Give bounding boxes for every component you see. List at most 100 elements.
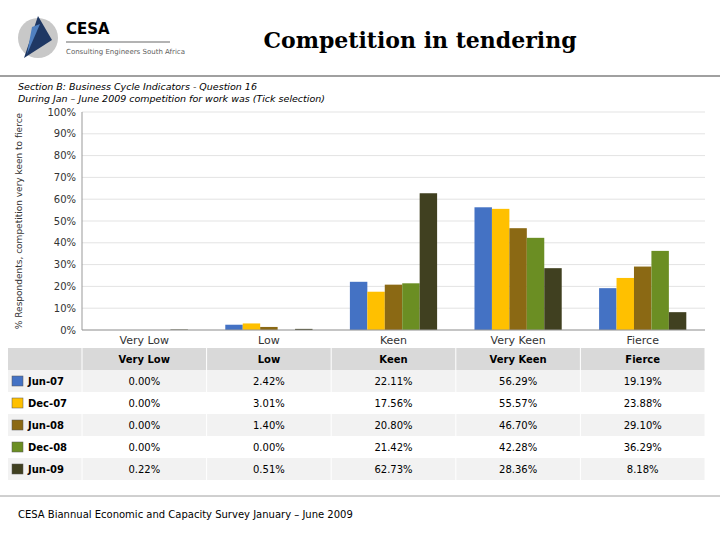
legend-swatch xyxy=(12,398,23,408)
bar xyxy=(474,207,491,330)
data-table: Very LowLowKeenVery KeenFierceJun-070.00… xyxy=(8,348,705,480)
bar xyxy=(367,292,384,330)
bar xyxy=(544,268,561,330)
table-value: 21.42% xyxy=(374,442,412,453)
table-value: 29.10% xyxy=(624,420,662,431)
y-tick-label: 10% xyxy=(54,303,76,314)
table-value: 1.40% xyxy=(253,420,285,431)
logo-text: CESA xyxy=(66,20,110,38)
y-tick-label: 0% xyxy=(60,325,76,336)
table-row xyxy=(8,392,705,414)
table-divider xyxy=(580,348,581,480)
table-row xyxy=(8,436,705,458)
bar xyxy=(225,325,242,330)
table-value: 62.73% xyxy=(374,464,412,475)
table-header-label: Fierce xyxy=(625,354,660,365)
legend-label: Dec-08 xyxy=(28,442,67,453)
bars xyxy=(170,193,686,330)
legend-label: Dec-07 xyxy=(28,398,67,409)
table-value: 2.42% xyxy=(253,376,285,387)
logo-subtext: Consulting Engineers South Africa xyxy=(66,48,185,56)
table-value: 42.28% xyxy=(499,442,537,453)
y-axis xyxy=(82,112,83,330)
x-tick-label: Keen xyxy=(380,334,407,347)
y-tick-label: 30% xyxy=(54,259,76,270)
table-divider xyxy=(705,348,706,480)
table-value: 46.70% xyxy=(499,420,537,431)
logo-shape xyxy=(27,24,40,54)
y-tick-label: 60% xyxy=(54,194,76,205)
footer-rule xyxy=(0,496,720,497)
logo: CESA Consulting Engineers South Africa xyxy=(18,16,185,58)
bar xyxy=(527,238,544,330)
table-header-label: Low xyxy=(258,354,280,365)
table-value: 20.80% xyxy=(374,420,412,431)
title: Competition in tendering xyxy=(263,27,576,53)
legend-swatch xyxy=(12,420,23,430)
y-tick-label: 70% xyxy=(54,172,76,183)
legend-label: Jun-08 xyxy=(27,420,64,431)
bar xyxy=(402,283,419,330)
grid-line xyxy=(82,221,705,222)
grid-line xyxy=(82,112,705,113)
table-value: 0.00% xyxy=(128,420,160,431)
table-value: 0.00% xyxy=(128,376,160,387)
footer: CESA Biannual Economic and Capacity Surv… xyxy=(18,509,353,520)
logo-rule xyxy=(66,42,170,43)
bar xyxy=(651,251,668,330)
table-divider xyxy=(82,348,83,480)
y-tick-label: 20% xyxy=(54,281,76,292)
bar xyxy=(617,278,634,330)
x-tick-label: Low xyxy=(258,334,280,347)
table-divider xyxy=(331,348,332,480)
legend-label: Jun-09 xyxy=(27,464,64,475)
grid-line xyxy=(82,133,705,134)
table-value: 36.29% xyxy=(624,442,662,453)
legend-swatch xyxy=(12,442,23,452)
table-row xyxy=(8,458,705,480)
table-header-label: Very Low xyxy=(119,354,170,365)
table-header-label: Keen xyxy=(379,354,407,365)
grid-line xyxy=(82,330,705,331)
y-tick-label: 40% xyxy=(54,237,76,248)
legend-swatch xyxy=(12,376,23,386)
table-value: 17.56% xyxy=(374,398,412,409)
subtitle: Section B: Business Cycle Indicators - Q… xyxy=(18,81,257,92)
y-axis-label: % Respondents, competition very keen to … xyxy=(14,112,24,329)
table-value: 22.11% xyxy=(374,376,412,387)
header-rule xyxy=(0,75,720,77)
table-divider xyxy=(455,348,456,480)
table-value: 23.88% xyxy=(624,398,662,409)
grid-line xyxy=(82,199,705,200)
y-tick-label: 100% xyxy=(47,107,76,118)
table-row xyxy=(8,370,705,392)
table-value: 0.00% xyxy=(253,442,285,453)
bar xyxy=(350,282,367,330)
logo-shape xyxy=(24,16,52,58)
table-value: 55.57% xyxy=(499,398,537,409)
table-value: 0.51% xyxy=(253,464,285,475)
subtitle: During Jan – June 2009 competition for w… xyxy=(18,93,325,104)
table-divider xyxy=(206,348,207,480)
grid xyxy=(82,112,705,330)
legend-label: Jun-07 xyxy=(27,376,64,387)
table-value: 0.00% xyxy=(128,398,160,409)
y-tick-label: 90% xyxy=(54,128,76,139)
bar xyxy=(420,193,437,330)
x-tick-label: Very Low xyxy=(119,334,169,347)
table-value: 19.19% xyxy=(624,376,662,387)
bar xyxy=(243,323,260,330)
grid-line xyxy=(82,242,705,243)
grid-line xyxy=(82,264,705,265)
x-tick-label: Fierce xyxy=(626,334,659,347)
x-axis xyxy=(82,330,705,331)
legend-swatch xyxy=(12,464,23,474)
table-value: 8.18% xyxy=(627,464,659,475)
bar xyxy=(634,267,651,330)
bar xyxy=(669,312,686,330)
table-value: 28.36% xyxy=(499,464,537,475)
table-header xyxy=(8,348,705,370)
grid-line xyxy=(82,155,705,156)
table-value: 3.01% xyxy=(253,398,285,409)
table-value: 0.22% xyxy=(128,464,160,475)
